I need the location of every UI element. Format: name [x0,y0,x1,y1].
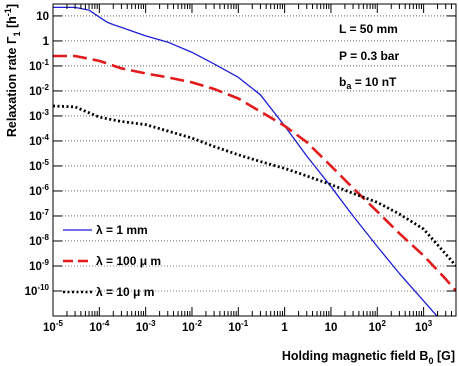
y-axis-title: Relaxation rate Γ1 [h-1] [3,4,22,137]
annotation-pressure: P = 0.3 bar [339,49,399,63]
x-tick-label: 10 [325,322,338,334]
x-tick-label: 103 [415,319,433,334]
y-tick-label: 1 [43,36,50,48]
x-tick-label: 102 [369,319,387,334]
y-tick-label: 10-4 [29,133,49,148]
x-tick-label: 10-5 [43,319,63,334]
annotation-length: L = 50 mm [339,22,398,36]
y-tick-label: 10-5 [29,158,49,173]
x-axis-title: Holding magnetic field B0 [G] [282,349,455,366]
legend: λ = 1 mm λ = 100 μ m λ = 10 μ m [63,223,161,299]
y-tick-label: 10-7 [29,208,49,223]
series-line-2 [53,54,456,292]
data-series [53,6,456,316]
y-axis-title-unit: [h [5,16,19,28]
legend-label-100um: λ = 100 μ m [96,254,161,268]
y-tick-label: 10-3 [29,108,49,123]
annotation-gradient: ba = 10 nT [339,75,397,91]
y-tick-label: 10-6 [29,183,49,198]
x-axis-title-unit: [G] [437,349,455,363]
x-tick-label: 10-1 [228,319,248,334]
x-tick-label: 10-3 [136,319,156,334]
y-axis-title-sub: 1 [12,31,22,36]
y-axis-title-unit-close: ] [5,4,19,8]
annotation-gradient-sub: a [346,81,352,91]
x-tick-label: 1 [281,322,288,334]
x-tick-label: 10-4 [89,319,109,334]
y-tick-label: 10 [36,11,49,23]
series-line-3 [53,104,456,267]
x-axis-title-main: Holding magnetic field B [282,349,429,363]
y-tick-label: 10-9 [29,258,49,273]
y-tick-label: 10-2 [29,83,49,98]
y-axis-title-main: Relaxation rate Γ [5,36,19,137]
y-tick-label: 10-8 [29,233,49,248]
annotation-gradient-main: b [339,75,346,89]
legend-label-10um: λ = 10 μ m [96,285,154,299]
annotation-gradient-value: = 10 nT [351,75,397,89]
y-tick-labels: 10 1 10-1 10-2 10-3 10-4 10-5 10-6 10-7 10-8 10-9 1… [25,11,50,298]
legend-label-1mm: λ = 1 mm [96,223,148,237]
x-tick-label: 10-2 [182,319,202,334]
series-line-1 [53,6,438,316]
x-axis-title-sub: 0 [428,356,433,366]
x-tick-labels: 10-5 10-4 10-3 10-2 10-1 1 10 102 103 [43,319,433,334]
y-tick-label: 10-10 [25,283,50,298]
y-axis-title-unit-sup: -1 [3,8,13,16]
axis-ticks [52,4,457,317]
y-tick-label: 10-1 [29,58,49,73]
plot-frame [52,3,457,317]
